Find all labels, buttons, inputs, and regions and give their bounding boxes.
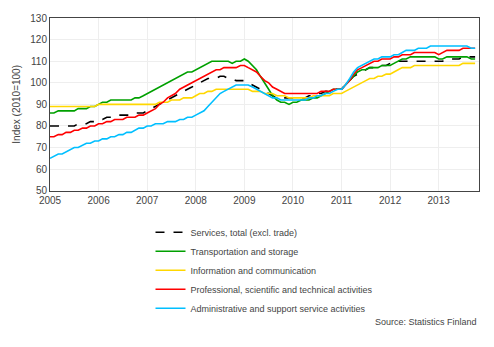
- svg-text:2011: 2011: [331, 195, 353, 206]
- svg-text:2013: 2013: [428, 195, 451, 206]
- svg-text:110: 110: [31, 56, 47, 67]
- svg-text:130: 130: [30, 13, 47, 24]
- svg-text:Source: Statistics Finland: Source: Statistics Finland: [375, 317, 477, 327]
- svg-text:2012: 2012: [379, 195, 402, 206]
- svg-text:90: 90: [36, 99, 48, 110]
- svg-text:2009: 2009: [233, 195, 256, 206]
- svg-text:2008: 2008: [185, 195, 208, 206]
- svg-text:70: 70: [36, 142, 48, 153]
- svg-text:Information and communication: Information and communication: [191, 266, 317, 276]
- svg-text:80: 80: [36, 120, 48, 131]
- svg-text:100: 100: [30, 77, 47, 88]
- svg-text:50: 50: [36, 185, 48, 196]
- svg-text:2005: 2005: [39, 195, 62, 206]
- svg-text:Services, total (excl. trade): Services, total (excl. trade): [191, 228, 298, 238]
- svg-text:2007: 2007: [136, 195, 159, 206]
- svg-text:120: 120: [30, 34, 47, 45]
- svg-text:60: 60: [36, 164, 48, 175]
- svg-text:Professional, scientific and t: Professional, scientific and technical a…: [191, 285, 373, 295]
- svg-text:Administrative and support ser: Administrative and support service activ…: [191, 304, 366, 314]
- svg-text:Index (2010=100): Index (2010=100): [11, 65, 22, 144]
- svg-text:2006: 2006: [87, 195, 110, 206]
- svg-text:2010: 2010: [282, 195, 305, 206]
- svg-text:Transportation and storage: Transportation and storage: [191, 247, 299, 257]
